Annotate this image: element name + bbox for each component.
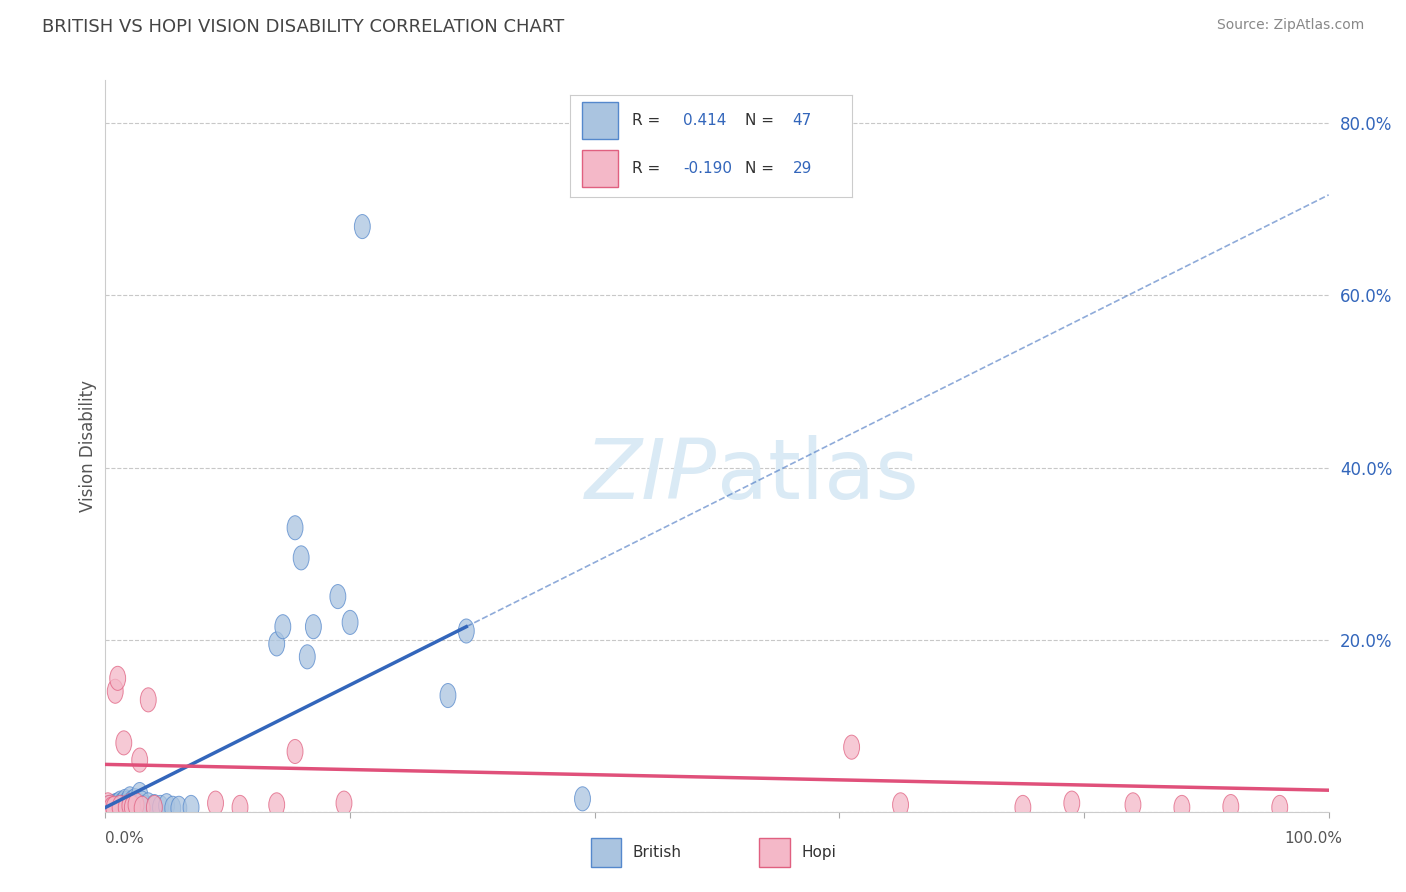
Text: R =: R = (633, 113, 665, 128)
Ellipse shape (120, 791, 135, 815)
Text: 100.0%: 100.0% (1285, 831, 1343, 846)
Ellipse shape (117, 789, 134, 814)
Ellipse shape (124, 796, 141, 820)
Ellipse shape (104, 797, 120, 822)
Ellipse shape (101, 796, 117, 820)
Text: BRITISH VS HOPI VISION DISABILITY CORRELATION CHART: BRITISH VS HOPI VISION DISABILITY CORREL… (42, 18, 564, 36)
Ellipse shape (105, 796, 122, 820)
Ellipse shape (114, 796, 129, 820)
Ellipse shape (172, 797, 187, 821)
Ellipse shape (458, 619, 474, 643)
Text: N =: N = (745, 113, 779, 128)
Ellipse shape (287, 739, 304, 764)
Ellipse shape (100, 797, 115, 822)
Ellipse shape (108, 797, 124, 821)
Text: atlas: atlas (717, 434, 918, 516)
Ellipse shape (440, 683, 456, 707)
Ellipse shape (141, 688, 156, 712)
Ellipse shape (107, 679, 124, 703)
Ellipse shape (575, 787, 591, 811)
Ellipse shape (104, 795, 120, 819)
Ellipse shape (118, 795, 134, 819)
Ellipse shape (146, 796, 162, 820)
Ellipse shape (107, 794, 124, 818)
Ellipse shape (132, 748, 148, 772)
Text: 29: 29 (793, 161, 811, 176)
Ellipse shape (274, 615, 291, 639)
Text: Source: ZipAtlas.com: Source: ZipAtlas.com (1216, 18, 1364, 32)
Ellipse shape (134, 791, 150, 815)
Ellipse shape (336, 791, 352, 815)
Ellipse shape (1174, 796, 1189, 820)
Ellipse shape (141, 793, 156, 817)
Ellipse shape (299, 645, 315, 669)
Ellipse shape (128, 795, 143, 819)
Ellipse shape (1272, 796, 1288, 820)
Ellipse shape (269, 793, 284, 817)
Ellipse shape (269, 632, 284, 656)
Ellipse shape (122, 787, 138, 811)
Ellipse shape (354, 214, 370, 239)
Ellipse shape (110, 666, 125, 690)
Ellipse shape (103, 797, 118, 821)
Text: 47: 47 (793, 113, 811, 128)
Ellipse shape (183, 796, 200, 820)
Ellipse shape (146, 795, 162, 819)
Text: 0.414: 0.414 (683, 113, 725, 128)
Ellipse shape (132, 782, 148, 806)
Ellipse shape (105, 797, 122, 821)
Text: British: British (633, 846, 682, 860)
Ellipse shape (1223, 795, 1239, 819)
Ellipse shape (165, 797, 181, 821)
Ellipse shape (115, 792, 131, 816)
Text: N =: N = (745, 161, 779, 176)
Ellipse shape (124, 790, 141, 814)
Ellipse shape (305, 615, 322, 639)
Text: R =: R = (633, 161, 665, 176)
FancyBboxPatch shape (582, 150, 619, 187)
Text: ZIP: ZIP (585, 434, 717, 516)
Ellipse shape (115, 731, 132, 755)
FancyBboxPatch shape (582, 102, 619, 139)
Ellipse shape (131, 793, 146, 817)
Ellipse shape (208, 791, 224, 815)
Ellipse shape (152, 796, 169, 820)
Ellipse shape (121, 793, 136, 817)
Ellipse shape (893, 793, 908, 817)
Ellipse shape (111, 795, 127, 819)
Ellipse shape (112, 796, 128, 820)
Ellipse shape (294, 546, 309, 570)
Ellipse shape (159, 794, 174, 818)
Ellipse shape (124, 794, 139, 818)
Ellipse shape (232, 796, 247, 820)
Ellipse shape (115, 794, 132, 818)
Ellipse shape (127, 789, 143, 813)
Ellipse shape (844, 735, 859, 759)
Ellipse shape (136, 796, 152, 820)
Ellipse shape (125, 792, 142, 816)
Y-axis label: Vision Disability: Vision Disability (79, 380, 97, 512)
Ellipse shape (330, 584, 346, 608)
Text: 0.0%: 0.0% (105, 831, 145, 846)
Ellipse shape (134, 797, 150, 821)
Ellipse shape (342, 610, 359, 634)
Ellipse shape (1015, 796, 1031, 820)
Ellipse shape (100, 793, 115, 817)
Ellipse shape (105, 797, 121, 822)
Text: Hopi: Hopi (801, 846, 837, 860)
Ellipse shape (110, 793, 125, 817)
Text: -0.190: -0.190 (683, 161, 731, 176)
Ellipse shape (122, 794, 138, 818)
Ellipse shape (118, 796, 134, 820)
Ellipse shape (112, 791, 128, 815)
Ellipse shape (287, 516, 304, 540)
Ellipse shape (101, 796, 117, 820)
Ellipse shape (1064, 791, 1080, 815)
Ellipse shape (1125, 793, 1140, 817)
Ellipse shape (128, 793, 143, 817)
